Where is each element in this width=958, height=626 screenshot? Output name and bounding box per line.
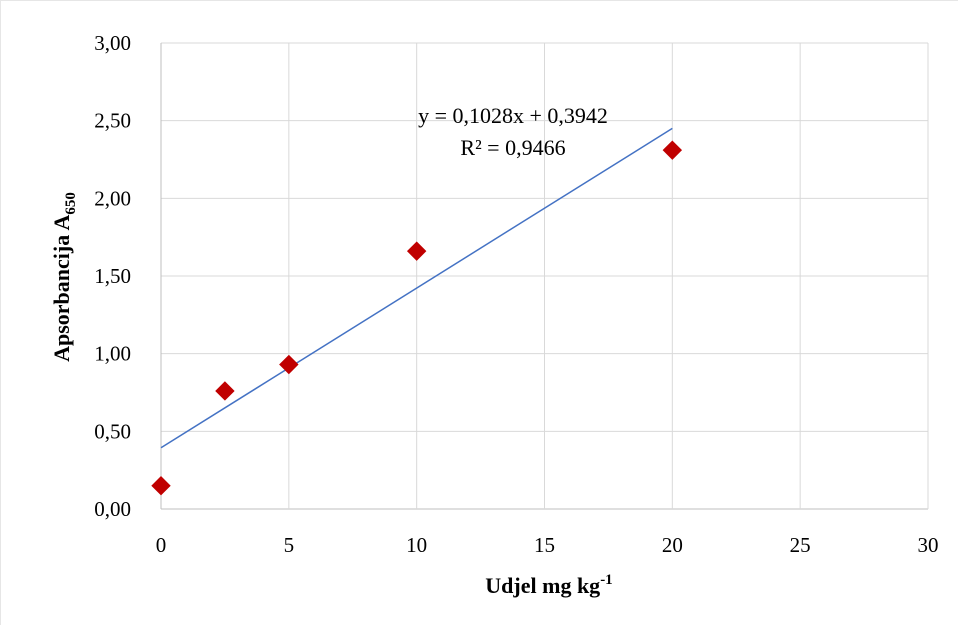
y-axis-title-subscript: 650 xyxy=(63,192,79,215)
x-tick-label: 5 xyxy=(284,533,295,557)
y-tick-label: 1,50 xyxy=(94,264,131,288)
x-axis-title: Udjel mg kg-1 xyxy=(485,572,612,598)
x-tick-label: 0 xyxy=(156,533,167,557)
x-tick-label: 15 xyxy=(534,533,555,557)
trendline xyxy=(160,127,673,449)
y-tick-label: 1,00 xyxy=(94,342,131,366)
y-tick-label: 3,00 xyxy=(94,31,131,55)
x-tick-label: 10 xyxy=(406,533,427,557)
grid-lines xyxy=(160,42,929,510)
y-tick-label: 0,00 xyxy=(94,497,131,521)
data-point xyxy=(215,381,235,401)
y-axis-title: Apsorbancija A650 xyxy=(49,192,79,362)
x-tick-label: 25 xyxy=(790,533,811,557)
data-point xyxy=(662,140,683,160)
x-axis-title-text: Udjel mg kg xyxy=(485,573,600,598)
x-axis-title-superscript: -1 xyxy=(600,572,613,588)
data-point xyxy=(151,475,171,496)
trendline-equation: y = 0,1028x + 0,3942 xyxy=(418,103,608,128)
trendline-r-squared: R² = 0,9466 xyxy=(460,135,565,160)
y-axis-title-text: Apsorbancija A xyxy=(49,214,74,361)
data-point xyxy=(406,241,427,261)
y-tick-label: 2,50 xyxy=(94,109,131,133)
data-point xyxy=(279,354,299,375)
tick-labels: 0,00 0,50 1,00 1,50 2,00 2,50 3,00 0 5 10 15 20 25 30 xyxy=(94,31,938,557)
trendline-layer xyxy=(160,127,673,449)
x-tick-label: 30 xyxy=(918,533,939,557)
y-tick-label: 2,00 xyxy=(94,186,131,210)
x-tick-label: 20 xyxy=(662,533,683,557)
data-points xyxy=(151,140,683,496)
y-tick-label: 0,50 xyxy=(94,419,131,443)
